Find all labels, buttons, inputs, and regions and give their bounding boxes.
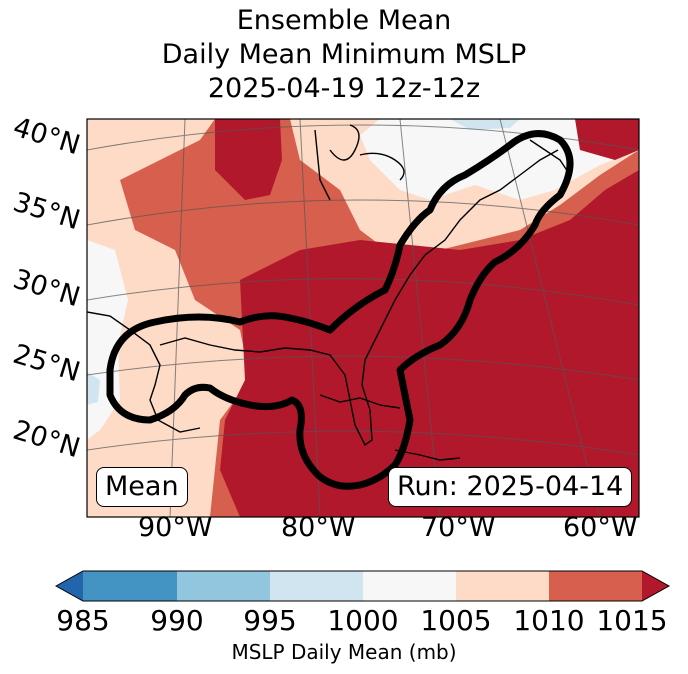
chart-title-line-3: 2025-04-19 12z-12z	[207, 73, 481, 104]
colorbar-extend-high	[642, 571, 669, 601]
lon-label-80: 80°W	[281, 512, 356, 543]
colorbar-swatch-1010-1015	[549, 571, 642, 601]
colorbar-outline	[54, 570, 671, 602]
colorbar-tick-1000: 1000	[327, 604, 399, 637]
map-area	[87, 119, 639, 517]
graticule	[87, 119, 639, 517]
colorbar-tick-990: 990	[150, 604, 204, 637]
lon-label-90: 90°W	[138, 512, 213, 543]
colorbar-tick-1015: 1015	[596, 604, 668, 637]
colorbar-label: MSLP Daily Mean (mb)	[231, 640, 457, 664]
colorbar-swatch-985-990	[83, 571, 177, 601]
colorbar-tick-1010: 1010	[513, 604, 585, 637]
map-frame	[86, 118, 640, 518]
chart-title-line-1: Ensemble Mean	[236, 5, 452, 36]
lon-label-70: 70°W	[421, 512, 496, 543]
colorbar-swatch-995-1000	[270, 571, 363, 601]
chart-title-line-2: Daily Mean Minimum MSLP	[161, 39, 527, 70]
colorbar-extend-low	[56, 571, 83, 601]
field-over-1015-north-cell	[215, 119, 282, 200]
coastlines	[87, 124, 571, 461]
field-over-1015-ne-cell	[575, 119, 639, 160]
run-date-box: Run: 2025-04-14	[388, 467, 633, 507]
field-995-1000-spot	[87, 372, 100, 405]
colorbar-swatch-1005-1010	[456, 571, 549, 601]
colorbar-tick-995: 995	[243, 604, 297, 637]
colorbar-tick-985: 985	[56, 604, 110, 637]
lon-label-60: 60°W	[563, 512, 638, 543]
colorbar	[54, 570, 671, 602]
probability-contour	[106, 130, 574, 490]
stat-label-box: Mean	[96, 467, 188, 507]
colorbar-swatch-990-995	[177, 571, 270, 601]
colorbar-tick-1005: 1005	[420, 604, 492, 637]
colorbar-swatch-1000-1005	[363, 571, 456, 601]
